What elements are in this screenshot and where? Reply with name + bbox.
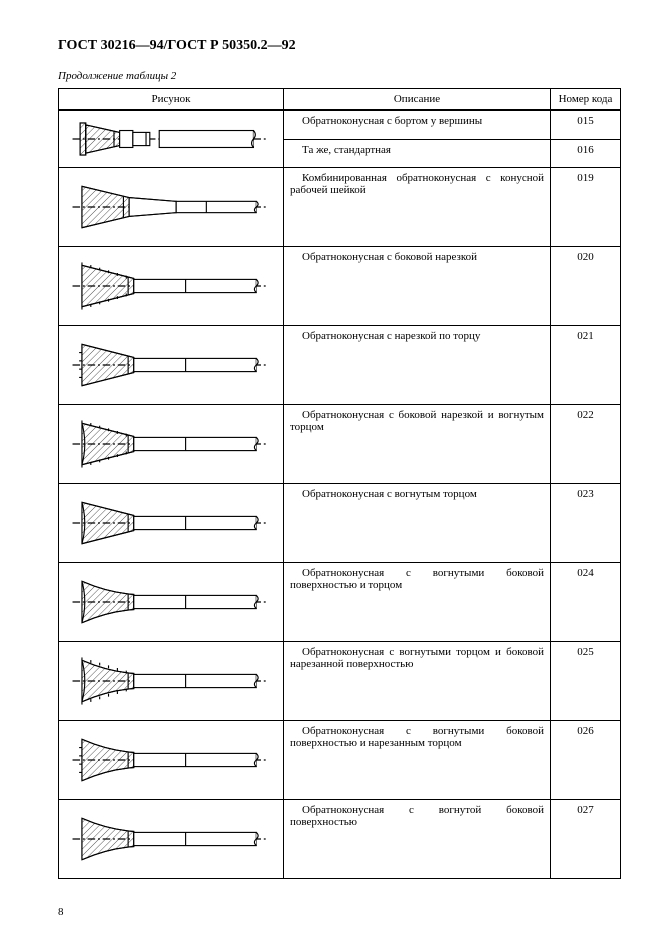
- figure-cell: [59, 168, 284, 247]
- bur-table: Рисунок Описание Номер кода Обратноконус…: [58, 88, 621, 879]
- description-cell: Обратноконусная с боковой нарезкой и вог…: [284, 405, 551, 484]
- description-text: Обратноконусная с нарезкой по торцу: [290, 330, 544, 342]
- table-row: Обратноконусная с боковой нарезкой 020: [59, 247, 621, 326]
- table-row: Обратноконусная с вогнутой боковой повер…: [59, 800, 621, 879]
- description-text: Обратноконусная с вогнутыми торцом и бок…: [290, 646, 544, 670]
- description-cell: Обратноконусная с бортом у вершины: [284, 110, 551, 139]
- description-cell: Обратноконусная с вогнутыми торцом и бок…: [284, 642, 551, 721]
- description-cell: Обратноконусная с боковой нарезкой: [284, 247, 551, 326]
- code-cell: 022: [551, 405, 621, 484]
- table-row: Комбинированная обратноконусная с конусн…: [59, 168, 621, 247]
- description-text: Обратноконусная с вогнутыми боковой пове…: [290, 725, 544, 749]
- figure-cell: [59, 405, 284, 484]
- code-cell: 023: [551, 484, 621, 563]
- description-cell: Обратноконусная с вогнутым торцом: [284, 484, 551, 563]
- description-text: Обратноконусная с боковой нарезкой: [290, 251, 544, 263]
- col-header-description: Описание: [284, 89, 551, 111]
- figure-cell: [59, 721, 284, 800]
- table-row: Обратноконусная с боковой нарезкой и вог…: [59, 405, 621, 484]
- description-cell: Обратноконусная с нарезкой по торцу: [284, 326, 551, 405]
- code-cell: 015: [551, 110, 621, 139]
- description-text: Обратноконусная с вогнутой боковой повер…: [290, 804, 544, 828]
- code-cell: 025: [551, 642, 621, 721]
- table-caption: Продолжение таблицы 2: [58, 70, 621, 82]
- code-cell: 024: [551, 563, 621, 642]
- description-text: Обратноконусная с вогнутыми боковой пове…: [290, 567, 544, 591]
- description-cell: Обратноконусная с вогнутыми боковой пове…: [284, 563, 551, 642]
- page-number: 8: [58, 906, 64, 918]
- description-text: Обратноконусная с вогнутым торцом: [290, 488, 544, 500]
- document-title: ГОСТ 30216—94/ГОСТ Р 50350.2—92: [58, 38, 621, 54]
- code-cell: 019: [551, 168, 621, 247]
- description-text: Обратноконусная с боковой нарезкой и вог…: [290, 409, 544, 433]
- figure-cell: [59, 642, 284, 721]
- figure-cell: [59, 326, 284, 405]
- code-cell: 027: [551, 800, 621, 879]
- table-row: Обратноконусная с бортом у вершины 015: [59, 110, 621, 139]
- table-row: Обратноконусная с вогнутым торцом 023: [59, 484, 621, 563]
- figure-cell: [59, 110, 284, 168]
- table-row: Обратноконусная с нарезкой по торцу 021: [59, 326, 621, 405]
- col-header-figure: Рисунок: [59, 89, 284, 111]
- figure-cell: [59, 484, 284, 563]
- description-text: Комбинированная обратноконусная с конусн…: [290, 172, 544, 196]
- figure-cell: [59, 563, 284, 642]
- figure-cell: [59, 247, 284, 326]
- code-cell: 016: [551, 139, 621, 167]
- description-cell: Обратноконусная с вогнутыми боковой пове…: [284, 721, 551, 800]
- code-cell: 026: [551, 721, 621, 800]
- figure-cell: [59, 800, 284, 879]
- col-header-code: Номер кода: [551, 89, 621, 111]
- description-text: Обратноконусная с бортом у вершины: [290, 115, 544, 127]
- description-text: Та же, стандартная: [290, 144, 544, 156]
- code-cell: 020: [551, 247, 621, 326]
- table-row: Обратноконусная с вогнутыми торцом и бок…: [59, 642, 621, 721]
- description-cell: Та же, стандартная: [284, 139, 551, 167]
- description-cell: Обратноконусная с вогнутой боковой повер…: [284, 800, 551, 879]
- description-cell: Комбинированная обратноконусная с конусн…: [284, 168, 551, 247]
- code-cell: 021: [551, 326, 621, 405]
- table-row: Обратноконусная с вогнутыми боковой пове…: [59, 563, 621, 642]
- table-row: Обратноконусная с вогнутыми боковой пове…: [59, 721, 621, 800]
